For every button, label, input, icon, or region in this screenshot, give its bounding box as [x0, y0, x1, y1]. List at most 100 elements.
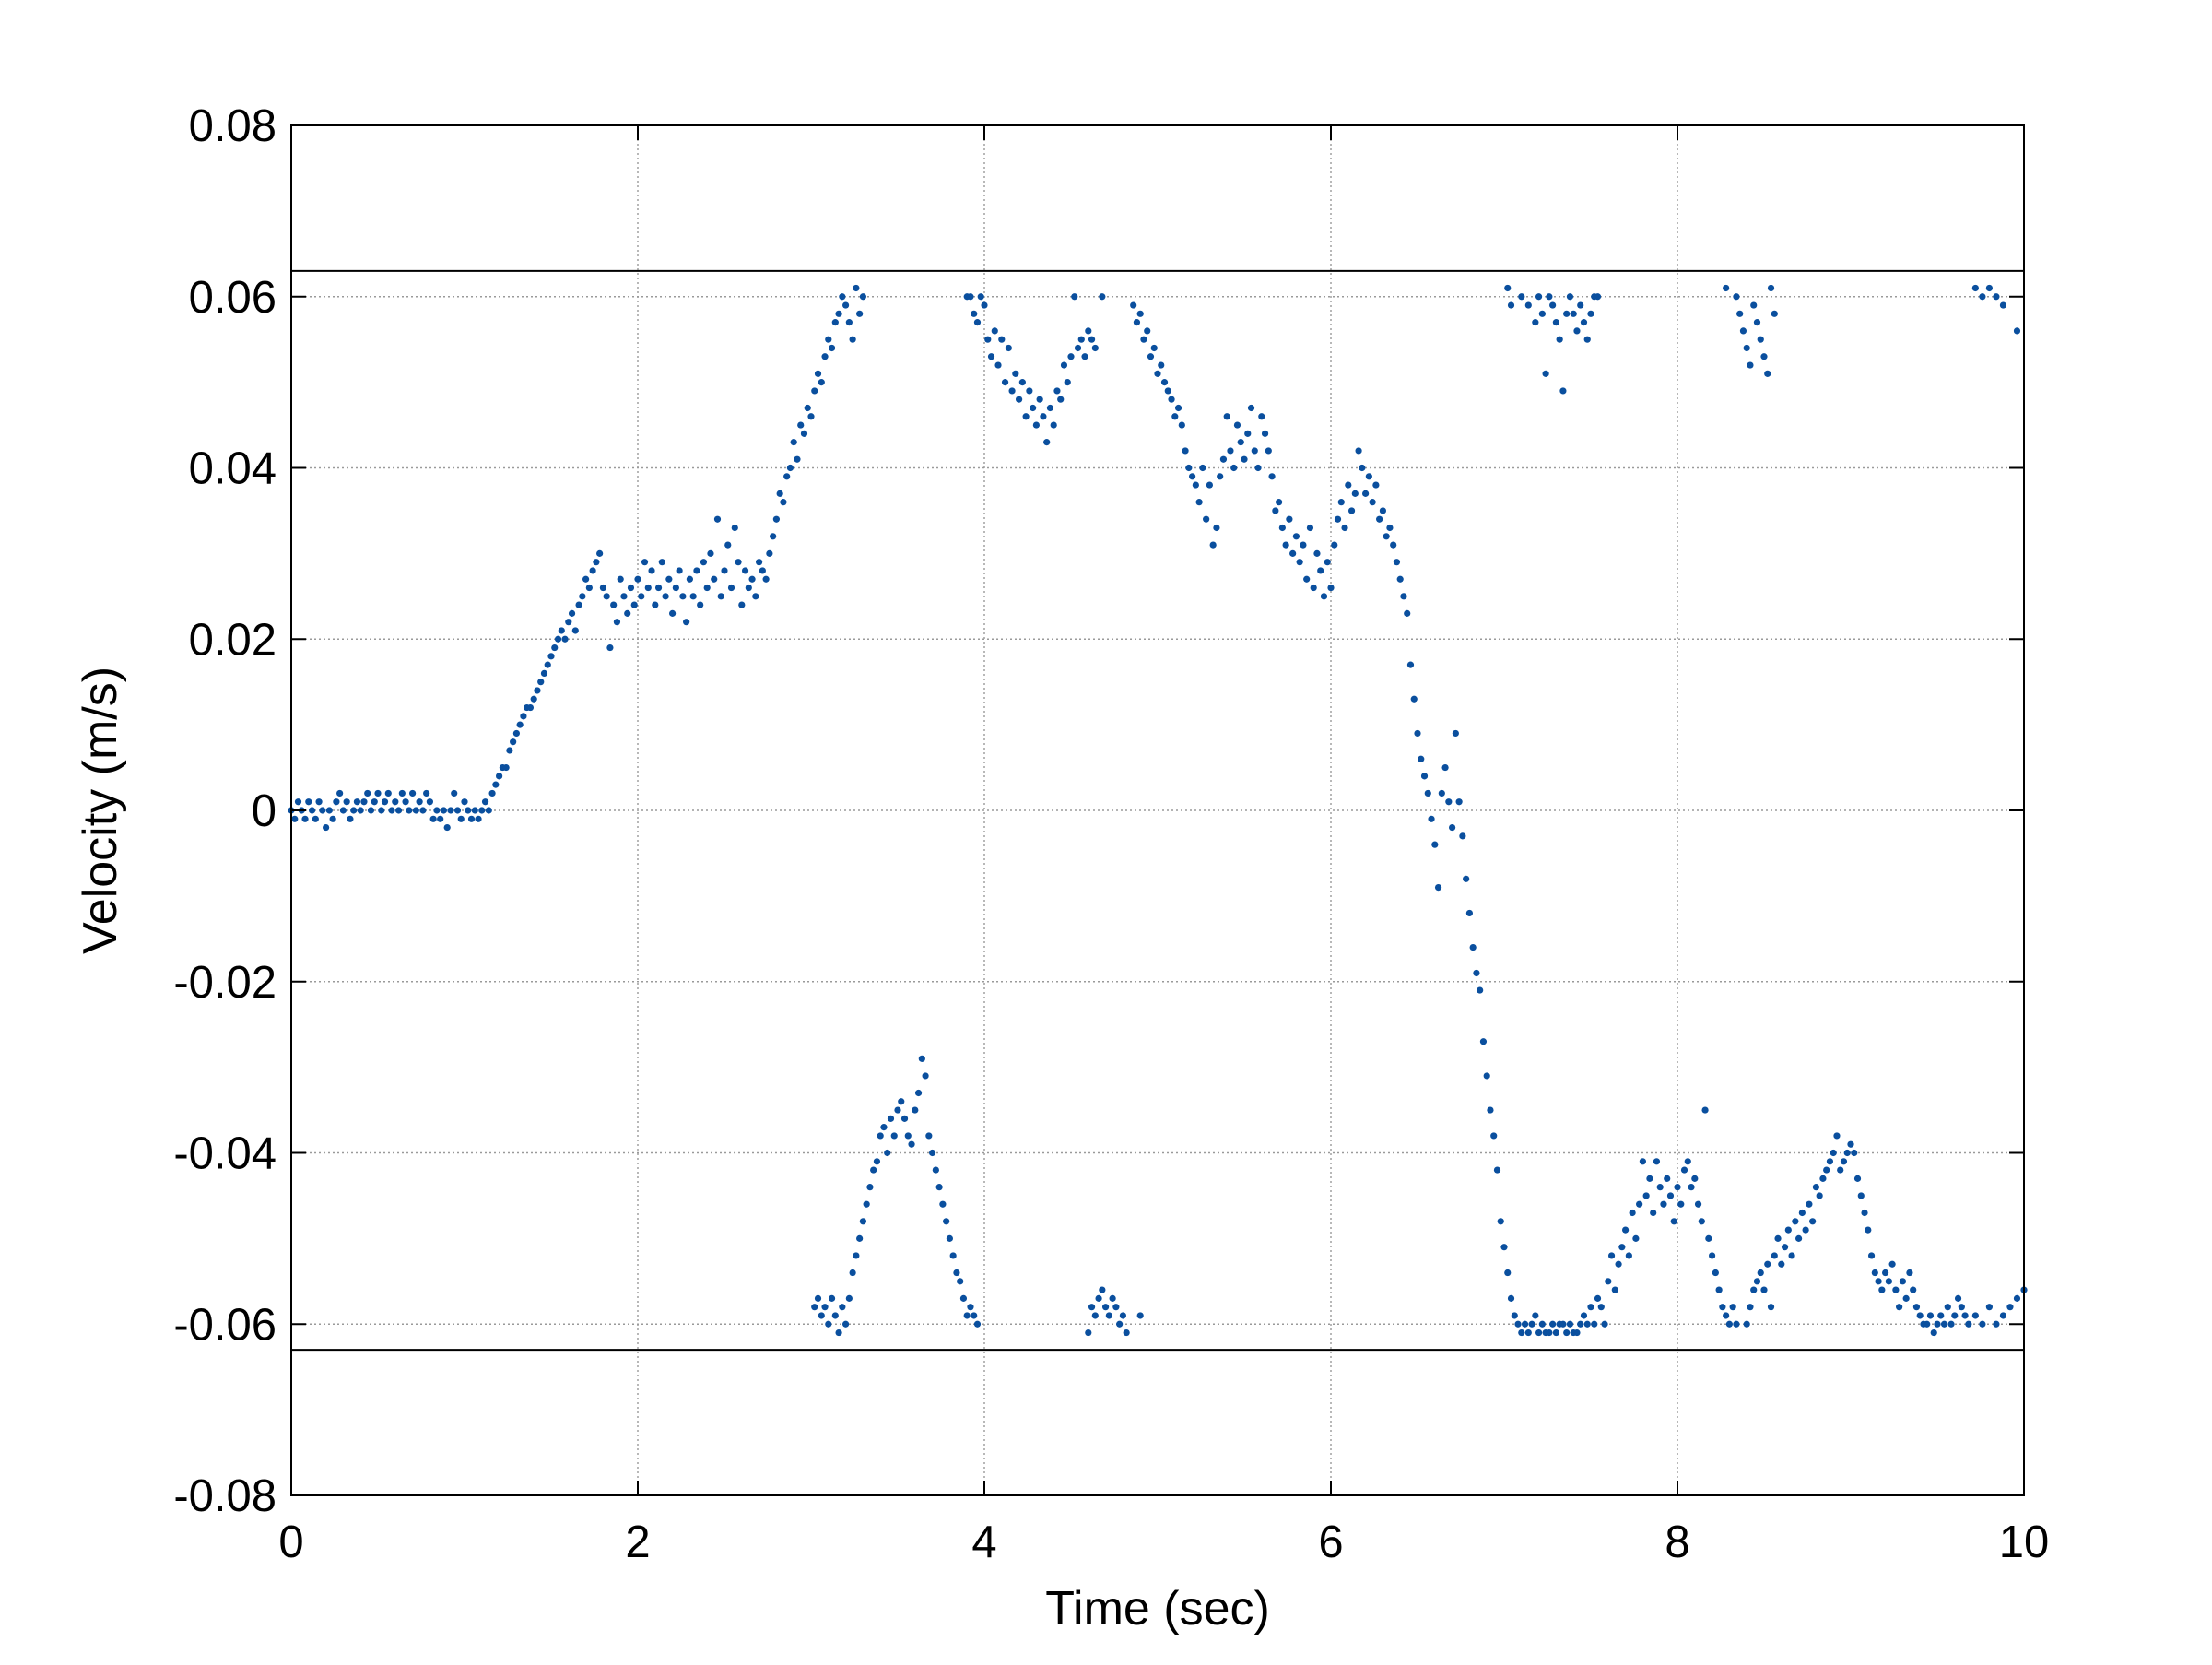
x-tick-label: 0	[278, 1517, 303, 1567]
data-point	[713, 515, 722, 523]
data-point	[1001, 379, 1009, 386]
data-point	[1091, 1312, 1099, 1319]
data-point	[465, 807, 472, 814]
data-point	[1570, 310, 1577, 317]
data-point	[756, 559, 763, 566]
data-point	[825, 1320, 832, 1328]
data-point	[447, 807, 454, 814]
data-point	[610, 601, 618, 608]
data-point	[949, 1252, 957, 1259]
data-point	[520, 713, 527, 720]
data-point	[1081, 353, 1088, 360]
x-tick-label: 4	[971, 1517, 996, 1567]
data-point	[1272, 507, 1279, 514]
data-point	[329, 815, 336, 822]
data-point	[1213, 524, 1220, 532]
data-point	[1632, 1234, 1640, 1242]
data-point	[1664, 1175, 1671, 1182]
data-point	[1133, 319, 1141, 326]
data-point	[1018, 379, 1026, 386]
data-point	[1961, 1312, 1969, 1319]
data-point	[1875, 1278, 1882, 1285]
data-point	[1795, 1234, 1803, 1242]
data-point	[900, 1115, 909, 1122]
data-point	[800, 430, 808, 437]
data-point	[394, 807, 403, 814]
data-point	[1345, 481, 1352, 489]
data-point	[1292, 533, 1300, 540]
data-point	[1477, 986, 1484, 994]
data-point	[1452, 729, 1459, 738]
data-point	[1798, 1209, 1806, 1217]
data-point	[1424, 789, 1431, 797]
data-point	[1185, 464, 1193, 472]
data-point	[554, 635, 562, 643]
data-point	[1833, 1132, 1841, 1140]
data-point	[1843, 1149, 1851, 1157]
data-point	[1334, 515, 1342, 523]
data-point	[959, 1294, 968, 1302]
data-point	[353, 798, 361, 806]
data-point	[1993, 293, 2000, 301]
data-point	[665, 575, 673, 583]
data-point	[738, 601, 746, 608]
data-point	[1074, 344, 1082, 352]
data-point	[776, 490, 783, 497]
data-point	[1594, 293, 1602, 301]
data-point	[325, 807, 333, 814]
data-point	[364, 789, 371, 797]
data-point	[1393, 559, 1401, 566]
data-point	[1174, 404, 1182, 412]
data-point	[1237, 439, 1244, 446]
data-point	[700, 559, 708, 566]
data-point	[1750, 301, 1758, 309]
data-point	[731, 524, 738, 532]
data-point	[1310, 584, 1317, 592]
data-point	[1396, 575, 1404, 583]
data-point	[1830, 1149, 1837, 1157]
data-point	[1979, 293, 1986, 301]
data-point	[866, 1184, 874, 1191]
data-point	[887, 1115, 895, 1122]
data-point	[1583, 336, 1591, 343]
data-point	[547, 653, 555, 660]
y-axis-label: Velocity (m/s)	[74, 667, 127, 954]
data-point	[1912, 1304, 1921, 1311]
data-point	[1276, 499, 1283, 506]
data-point	[1583, 1320, 1591, 1328]
data-point	[825, 336, 832, 343]
data-point	[1736, 310, 1744, 317]
data-point	[1144, 327, 1151, 335]
data-point	[1764, 370, 1771, 377]
x-tick-label: 6	[1318, 1517, 1343, 1567]
data-point	[1351, 490, 1359, 497]
data-point	[1154, 370, 1161, 377]
data-point	[1379, 507, 1386, 514]
data-point	[579, 593, 586, 600]
data-point	[912, 1106, 919, 1114]
data-point	[835, 310, 842, 317]
data-point	[1147, 353, 1155, 360]
data-point	[1573, 327, 1581, 335]
data-point	[437, 815, 444, 822]
data-point	[735, 559, 742, 566]
data-point	[973, 319, 982, 326]
data-point	[312, 815, 319, 822]
y-tick-label: -0.06	[173, 1300, 276, 1350]
data-point	[526, 703, 535, 712]
data-point	[2006, 1304, 2014, 1311]
data-point	[1971, 284, 1979, 292]
data-point	[1691, 1175, 1699, 1182]
data-point	[1857, 1192, 1865, 1199]
data-point	[1130, 301, 1137, 309]
data-point	[537, 679, 545, 686]
data-point	[1160, 379, 1169, 386]
data-point	[1077, 336, 1085, 343]
data-point	[1428, 815, 1435, 822]
data-point	[790, 439, 797, 446]
data-point	[599, 584, 607, 592]
data-point	[1241, 455, 1248, 463]
data-point	[925, 1132, 933, 1140]
data-point	[1441, 763, 1449, 772]
data-point	[1247, 404, 1255, 412]
